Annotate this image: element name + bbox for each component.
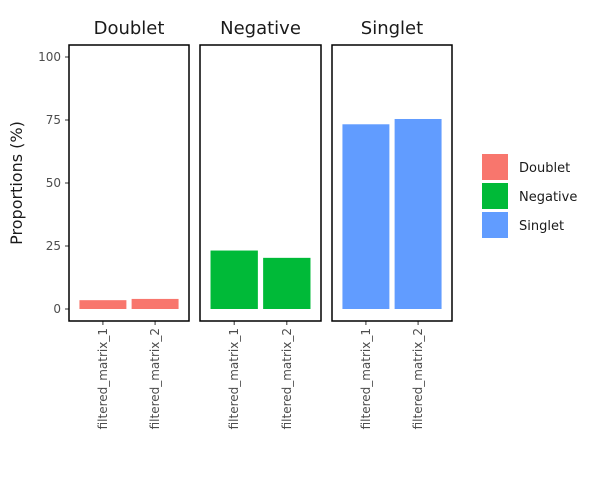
bar-negative-1 xyxy=(210,250,258,309)
x-tick-label: filtered_matrix_1 xyxy=(96,328,110,429)
legend-label-doublet: Doublet xyxy=(519,161,570,176)
legend-key-negative xyxy=(482,183,508,209)
legend-label-negative: Negative xyxy=(519,190,577,205)
y-tick-label: 100 xyxy=(38,50,61,64)
y-tick-label: 50 xyxy=(46,176,61,190)
y-axis-title: Proportions (%) xyxy=(7,121,26,245)
y-tick-label: 0 xyxy=(53,302,61,316)
bar-doublet-1 xyxy=(79,300,127,309)
legend-label-singlet: Singlet xyxy=(519,219,564,234)
x-tick-label: filtered_matrix_1 xyxy=(227,328,241,429)
legend-key-doublet xyxy=(482,154,508,180)
legend-key-singlet xyxy=(482,212,508,238)
y-tick-label: 25 xyxy=(46,239,61,253)
facet-title-singlet: Singlet xyxy=(361,18,423,39)
bar-singlet-1 xyxy=(342,124,390,309)
panel-border-doublet xyxy=(68,44,190,322)
panel-border-negative xyxy=(199,44,322,322)
x-tick-label: filtered_matrix_2 xyxy=(280,328,294,429)
facet-title-negative: Negative xyxy=(220,18,301,39)
y-tick-label: 75 xyxy=(46,113,61,127)
bar-negative-2 xyxy=(263,257,311,309)
panel-border-singlet xyxy=(331,44,453,322)
x-tick-label: filtered_matrix_2 xyxy=(411,328,425,429)
facet-title-doublet: Doublet xyxy=(94,18,165,39)
x-tick-label: filtered_matrix_1 xyxy=(359,328,373,429)
bar-singlet-2 xyxy=(394,118,442,309)
bar-doublet-2 xyxy=(131,298,179,309)
x-tick-label: filtered_matrix_2 xyxy=(148,328,162,429)
